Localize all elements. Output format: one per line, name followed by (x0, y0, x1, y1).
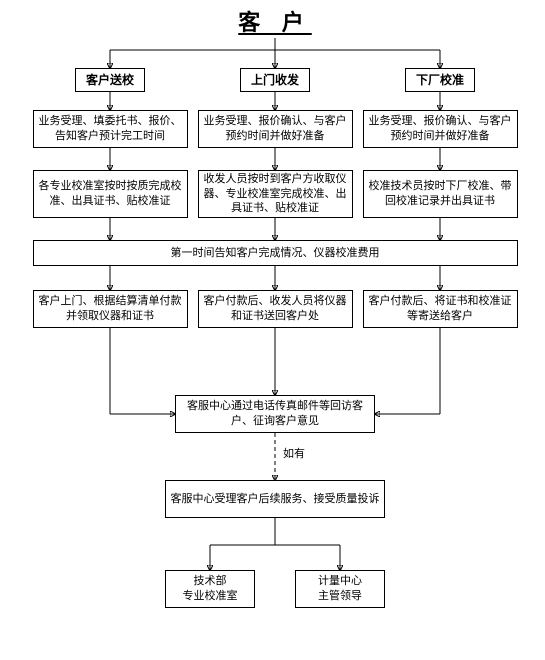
connectors (0, 0, 545, 660)
row3-right: 客户付款后、将证书和校准证等寄送给客户 (363, 290, 518, 328)
row1-center: 业务受理、报价确认、与客户预约时间并做好准备 (198, 110, 353, 148)
row2-left: 各专业校准室按时按质完成校准、出具证书、贴校准证 (33, 170, 188, 218)
final-right: 计量中心 主管领导 (295, 570, 385, 608)
branch-header-left: 客户送校 (75, 68, 145, 92)
flow-title: 客 户 (205, 8, 345, 38)
row2-right: 校准技术员按时下厂校准、带回校准记录并出具证书 (363, 170, 518, 218)
branch-header-right: 下厂校准 (405, 68, 475, 92)
row2-center: 收发人员按时到客户方收取仪器、专业校准室完成校准、出具证书、贴校准证 (198, 170, 353, 218)
row1-right: 业务受理、报价确认、与客户预约时间并做好准备 (363, 110, 518, 148)
final-left: 技术部 专业校准室 (165, 570, 255, 608)
merged-notice: 第一时间告知客户完成情况、仪器校准费用 (33, 240, 518, 266)
followup-box: 客服中心通过电话传真邮件等回访客户、征询客户意见 (175, 395, 375, 433)
row3-center: 客户付款后、收发人员将仪器和证书送回客户处 (198, 290, 353, 328)
row3-left: 客户上门、根据结算清单付款并领取仪器和证书 (33, 290, 188, 328)
row1-left: 业务受理、填委托书、报价、告知客户预计完工时间 (33, 110, 188, 148)
complaint-box: 客服中心受理客户后续服务、接受质量投诉 (165, 480, 385, 518)
followup-sublabel: 如有 (281, 445, 307, 461)
branch-header-center: 上门收发 (240, 68, 310, 92)
